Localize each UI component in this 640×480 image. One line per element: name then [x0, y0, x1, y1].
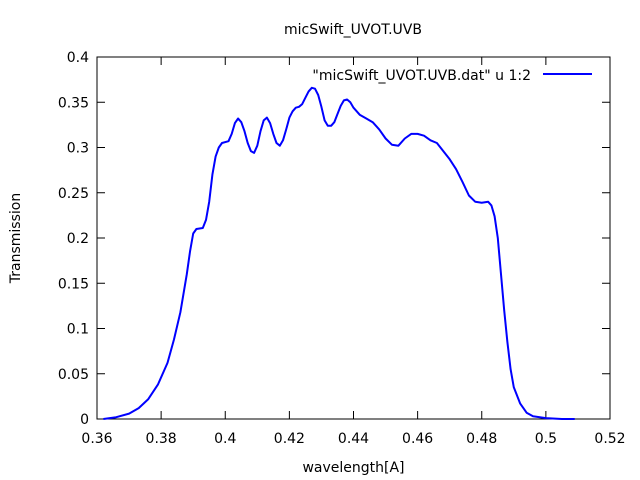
x-tick-label: 0.52 [594, 431, 625, 447]
chart-title: micSwift_UVOT.UVB [284, 22, 422, 38]
y-tick-label: 0.15 [58, 276, 89, 292]
legend-label: "micSwift_UVOT.UVB.dat" u 1:2 [312, 68, 531, 84]
y-axis-ticks: 0 0.05 0.1 0.15 0.2 0.25 0.3 0.35 0.4 [58, 50, 610, 428]
y-tick-label: 0.25 [58, 186, 89, 202]
x-tick-label: 0.4 [214, 431, 236, 447]
y-tick-label: 0.3 [67, 141, 89, 157]
x-axis-label: wavelength[A] [302, 460, 404, 476]
x-tick-label: 0.36 [81, 431, 112, 447]
x-tick-label: 0.38 [146, 431, 177, 447]
x-tick-label: 0.44 [338, 431, 369, 447]
x-tick-label: 0.46 [402, 431, 433, 447]
series-line [103, 86, 575, 420]
y-tick-label: 0 [80, 412, 89, 428]
x-tick-label: 0.5 [535, 431, 557, 447]
y-tick-label: 0.2 [67, 231, 89, 247]
y-tick-label: 0.4 [67, 50, 89, 66]
y-tick-label: 0.35 [58, 95, 89, 111]
x-tick-label: 0.48 [466, 431, 497, 447]
y-tick-label: 0.05 [58, 367, 89, 383]
x-tick-label: 0.42 [274, 431, 305, 447]
y-tick-label: 0.1 [67, 322, 89, 338]
x-axis-ticks: 0.36 0.38 0.4 0.42 0.44 0.46 0.48 0.5 0.52 [81, 57, 626, 447]
y-axis-label: Transmission [8, 193, 24, 284]
plot-frame [96, 56, 611, 420]
